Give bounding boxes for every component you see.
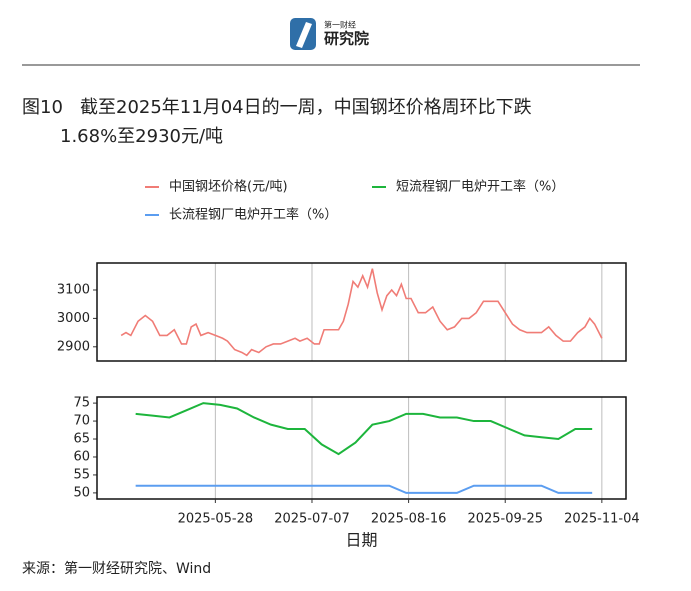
y-tick-label: 60 bbox=[73, 449, 90, 464]
x-tick-label: 2025-09-25 bbox=[467, 512, 543, 527]
legend-label: 长流程钢厂电炉开工率（%） bbox=[169, 207, 337, 223]
y-tick-label: 50 bbox=[73, 485, 90, 500]
figure-label: 图10 bbox=[22, 97, 63, 118]
panel-frame bbox=[96, 262, 627, 362]
series-line bbox=[135, 402, 593, 456]
logo-stroke bbox=[296, 22, 312, 48]
source: 来源：第一财经研究院、Wind bbox=[22, 560, 211, 577]
logo-main: 研究院 bbox=[324, 30, 369, 48]
y-tick-label: 3100 bbox=[57, 282, 90, 297]
y-tick-label: 3000 bbox=[57, 311, 90, 326]
figure-title-2: 1.68%至2930元/吨 bbox=[60, 126, 223, 147]
panel-frame bbox=[96, 396, 627, 500]
x-tick-label: 2025-08-16 bbox=[371, 512, 447, 527]
legend-label: 短流程钢厂电炉开工率（%） bbox=[396, 179, 564, 195]
series-line bbox=[135, 484, 593, 494]
x-tick-label: 2025-11-04 bbox=[564, 512, 640, 527]
y-tick-label: 65 bbox=[73, 432, 90, 447]
legend-label: 中国钢坯价格(元/吨) bbox=[169, 179, 288, 195]
x-axis-label: 日期 bbox=[345, 531, 377, 550]
y-tick-label: 70 bbox=[73, 414, 90, 429]
series-line bbox=[120, 268, 603, 357]
y-tick-label: 55 bbox=[73, 467, 90, 482]
logo: 第一财经 研究院 bbox=[290, 18, 369, 50]
y-tick-label: 2900 bbox=[57, 339, 90, 354]
y-tick-label: 75 bbox=[73, 396, 90, 411]
x-tick-label: 2025-05-28 bbox=[178, 512, 254, 527]
x-tick-label: 2025-07-07 bbox=[274, 512, 350, 527]
logo-top: 第一财经 bbox=[324, 20, 356, 30]
figure-title: 截至2025年11月04日的一周，中国钢坯价格周环比下跌 bbox=[80, 97, 532, 118]
